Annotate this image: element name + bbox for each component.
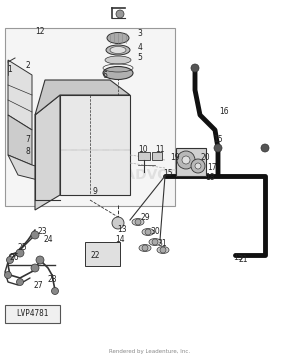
Circle shape [182, 156, 190, 164]
Polygon shape [8, 155, 50, 180]
Circle shape [191, 64, 199, 72]
Text: LEADVORE: LEADVORE [106, 168, 190, 182]
Text: 25: 25 [17, 244, 27, 253]
Ellipse shape [103, 66, 133, 79]
Bar [5, 305, 60, 323]
Circle shape [142, 245, 148, 251]
Text: 24: 24 [43, 236, 53, 245]
Bar [152, 152, 162, 160]
Text: 27: 27 [33, 281, 43, 290]
Text: 20: 20 [200, 154, 210, 163]
Text: 15: 15 [233, 253, 243, 262]
Ellipse shape [142, 228, 154, 236]
Text: 15: 15 [213, 135, 223, 144]
Text: 31: 31 [157, 240, 167, 249]
Circle shape [177, 151, 195, 169]
Polygon shape [60, 95, 130, 195]
Circle shape [195, 163, 201, 169]
Text: 19: 19 [170, 154, 180, 163]
Text: 30: 30 [150, 228, 160, 237]
Text: 13: 13 [117, 225, 127, 234]
Text: 3: 3 [138, 29, 142, 37]
Ellipse shape [132, 219, 144, 225]
Text: 16: 16 [219, 107, 229, 117]
Text: LVP4781: LVP4781 [16, 310, 48, 318]
Text: 28: 28 [47, 276, 57, 285]
Circle shape [112, 217, 124, 229]
Ellipse shape [149, 238, 161, 245]
Circle shape [16, 278, 23, 286]
Text: 10: 10 [138, 146, 148, 155]
Text: 4: 4 [138, 44, 142, 53]
Text: 18: 18 [205, 174, 215, 183]
Ellipse shape [105, 56, 131, 64]
Bar [85, 242, 120, 266]
Text: 11: 11 [155, 146, 165, 155]
Bar [138, 152, 150, 160]
Text: Rendered by Leadenture, Inc.: Rendered by Leadenture, Inc. [110, 350, 190, 355]
Text: 17: 17 [207, 163, 217, 172]
Circle shape [16, 249, 24, 257]
Text: 9: 9 [93, 188, 98, 196]
Circle shape [145, 229, 151, 235]
Text: 14: 14 [115, 236, 125, 245]
Circle shape [214, 144, 222, 152]
Circle shape [135, 219, 141, 225]
Text: 1: 1 [8, 65, 12, 74]
Polygon shape [35, 80, 130, 115]
Circle shape [191, 159, 205, 173]
Circle shape [152, 239, 158, 245]
Polygon shape [8, 115, 32, 165]
Polygon shape [35, 95, 60, 210]
Circle shape [31, 231, 39, 239]
Text: 15: 15 [163, 168, 173, 178]
Text: 8: 8 [26, 147, 30, 156]
Circle shape [4, 272, 11, 278]
Text: 22: 22 [90, 250, 100, 260]
Circle shape [261, 144, 269, 152]
Text: 26: 26 [9, 253, 19, 262]
Text: 23: 23 [37, 228, 47, 237]
Text: 7: 7 [26, 135, 30, 144]
Bar [5, 28, 175, 206]
Polygon shape [8, 60, 32, 130]
Circle shape [52, 287, 58, 294]
Text: 2: 2 [26, 61, 30, 69]
Text: 6: 6 [103, 72, 107, 81]
Circle shape [160, 247, 166, 253]
Text: 29: 29 [140, 213, 150, 223]
Ellipse shape [110, 46, 126, 53]
Ellipse shape [107, 33, 129, 44]
Circle shape [31, 264, 39, 272]
Circle shape [36, 256, 44, 264]
Text: 12: 12 [35, 28, 45, 37]
Circle shape [7, 257, 14, 264]
Text: 21: 21 [238, 256, 248, 265]
Ellipse shape [106, 45, 130, 55]
Bar [176, 148, 206, 176]
Text: 5: 5 [138, 53, 142, 62]
Circle shape [116, 10, 124, 18]
Ellipse shape [139, 245, 151, 252]
Ellipse shape [157, 246, 169, 253]
